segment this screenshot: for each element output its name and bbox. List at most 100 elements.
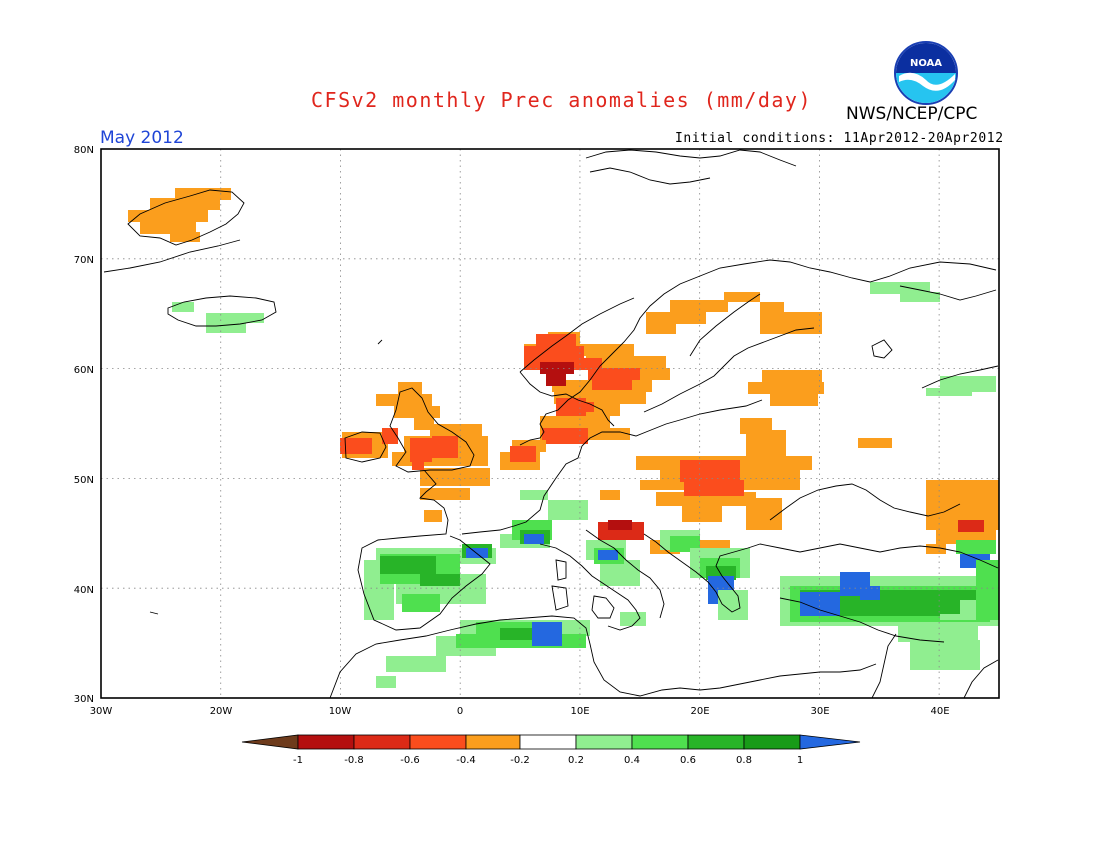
anomaly-cell xyxy=(640,368,670,380)
anomaly-cell xyxy=(556,398,586,416)
anomaly-cell xyxy=(926,388,972,396)
colorbar-label: 1 xyxy=(797,755,803,766)
anomaly-cell xyxy=(170,232,200,242)
anomaly-cell xyxy=(548,500,588,520)
graticule xyxy=(101,149,999,698)
anomaly-cell xyxy=(380,556,436,574)
anomaly-cell xyxy=(898,622,978,642)
anomaly-cell xyxy=(206,323,246,333)
colorbar-swatch xyxy=(297,734,355,750)
anomaly-cell xyxy=(140,222,196,234)
colorbar-swatch xyxy=(575,734,633,750)
anomaly-cell xyxy=(340,438,372,454)
anomaly-cell xyxy=(910,640,980,670)
anomaly-cell xyxy=(172,302,194,312)
anomaly-cell xyxy=(540,416,610,428)
anomaly-cell xyxy=(600,490,620,500)
x-tick-40e: 40E xyxy=(930,706,949,717)
colorbar-label: -0.8 xyxy=(344,755,364,766)
colorbar-label: 0.4 xyxy=(624,755,640,766)
anomaly-cell xyxy=(746,430,786,456)
y-tick-30n: 30N xyxy=(74,694,94,705)
anomaly-cell xyxy=(532,622,562,646)
colorbar-label: -0.6 xyxy=(400,755,420,766)
anomaly-cell xyxy=(926,544,946,554)
x-tick-20e: 20E xyxy=(690,706,709,717)
anomaly-cell xyxy=(620,612,646,626)
anomaly-cell xyxy=(956,540,996,554)
anomaly-cell xyxy=(466,548,488,558)
colorbar-label: -0.4 xyxy=(456,755,476,766)
anomaly-cell xyxy=(376,676,396,688)
anomaly-cell xyxy=(718,590,748,620)
colorbar-swatch xyxy=(743,734,801,750)
anomaly-cell xyxy=(900,600,960,614)
anomaly-cell xyxy=(150,198,220,210)
anomaly-cell xyxy=(680,460,740,482)
anomaly-grid xyxy=(128,188,999,688)
anomaly-cell xyxy=(376,394,432,406)
anomaly-cell xyxy=(430,424,482,436)
initial-conditions-label: Initial conditions: 11Apr2012-20Apr2012 xyxy=(675,131,1004,146)
anomaly-cell xyxy=(510,446,536,462)
anomaly-cell xyxy=(860,586,880,600)
anomaly-cell xyxy=(600,560,640,586)
coastlines xyxy=(103,149,999,698)
anomaly-cell xyxy=(386,656,446,672)
anomaly-cell xyxy=(588,368,640,380)
anomaly-cell xyxy=(128,210,208,222)
x-tick-10e: 10E xyxy=(570,706,589,717)
anomaly-cell xyxy=(670,300,728,312)
anomaly-cell xyxy=(646,312,706,324)
colorbar-swatch xyxy=(409,734,467,750)
anomaly-cell xyxy=(746,498,782,530)
anomaly-cell xyxy=(402,594,440,612)
anomaly-cell xyxy=(420,488,470,500)
anomaly-cell xyxy=(748,382,824,394)
anomaly-cell xyxy=(646,324,676,334)
colorbar-swatch xyxy=(687,734,745,750)
anomaly-cell xyxy=(420,574,460,586)
anomaly-cell xyxy=(410,438,432,462)
anomaly-cell xyxy=(524,346,584,358)
x-tick-20w: 20W xyxy=(210,706,233,717)
x-tick-30e: 30E xyxy=(810,706,829,717)
anomaly-cell xyxy=(762,370,822,382)
anomaly-cell xyxy=(608,520,632,530)
anomaly-cell xyxy=(546,372,566,386)
anomaly-cell xyxy=(536,334,576,346)
anomaly-cell xyxy=(598,550,618,560)
anomaly-cell xyxy=(684,480,744,496)
colorbar-label: 0.6 xyxy=(680,755,696,766)
anomaly-cell xyxy=(592,378,632,390)
anomaly-cell xyxy=(542,428,588,444)
anomaly-cell xyxy=(206,313,264,323)
anomaly-cell xyxy=(800,592,840,616)
axis-tick-labels: 30W 20W 10W 0 10E 20E 30E 40E 30N 40N 50… xyxy=(74,145,950,717)
anomaly-cell xyxy=(958,520,984,532)
anomaly-cell xyxy=(770,394,818,406)
anomaly-cell xyxy=(420,468,490,486)
anomaly-cell xyxy=(424,510,442,522)
anomaly-cell xyxy=(760,312,822,334)
anomaly-cell xyxy=(586,356,666,368)
anomaly-cell xyxy=(432,436,458,458)
anomaly-cell xyxy=(412,460,424,470)
map-title: CFSv2 monthly Prec anomalies (mm/day) xyxy=(311,88,813,112)
x-tick-0: 0 xyxy=(457,706,463,717)
anomaly-cell xyxy=(540,362,574,374)
valid-month-label: May 2012 xyxy=(100,128,184,148)
colorbar-swatch xyxy=(465,734,521,750)
anomaly-cell xyxy=(682,506,722,522)
anomaly-cell xyxy=(976,560,999,620)
colorbar-label: -0.2 xyxy=(510,755,530,766)
anomaly-cell xyxy=(398,382,422,394)
colorbar-swatch xyxy=(631,734,689,750)
y-tick-50n: 50N xyxy=(74,475,94,486)
y-tick-70n: 70N xyxy=(74,255,94,266)
map-frame xyxy=(100,148,1000,699)
anomaly-cell xyxy=(414,418,434,430)
anomaly-cell xyxy=(900,292,940,302)
anomaly-cell xyxy=(524,534,544,544)
